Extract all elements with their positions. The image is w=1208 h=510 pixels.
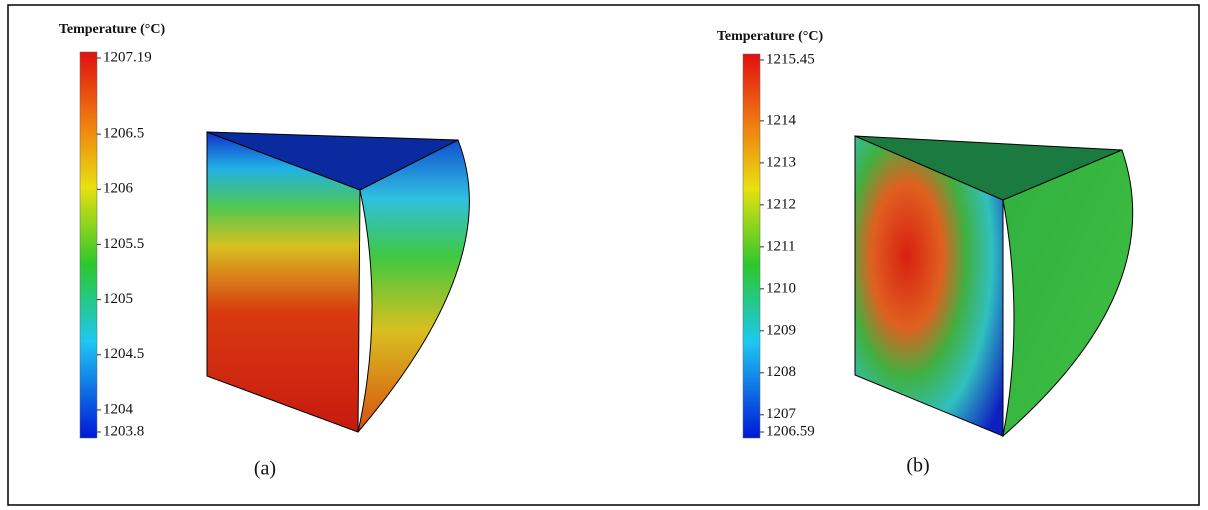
tick-label: 1204.5	[103, 346, 144, 362]
colorbar	[79, 51, 98, 439]
tick-label: 1206	[103, 181, 134, 197]
tick-label: 1210	[766, 280, 796, 296]
tick-label: 1207	[766, 406, 797, 422]
tick-label: 1211	[766, 238, 795, 254]
tick-label: 1214	[766, 112, 797, 128]
caption: (a)	[254, 458, 276, 480]
colorbar-title: Temperature (°C)	[717, 29, 824, 44]
block-side	[357, 139, 470, 433]
tick-label: 1209	[766, 322, 796, 338]
tick-label: 1206.5	[103, 126, 144, 142]
tick-label: 1205.5	[103, 236, 144, 252]
tick-label: 1212	[766, 196, 796, 212]
tick-label: 1204	[103, 401, 134, 417]
colorbar	[742, 53, 761, 439]
tick-label: 1208	[766, 364, 796, 380]
tick-label: 1205	[103, 291, 133, 307]
caption: (b)	[906, 455, 929, 477]
tick-label: 1213	[766, 154, 796, 170]
colorbar-title: Temperature (°C)	[59, 22, 166, 37]
tick-label: 1207.19	[103, 49, 152, 65]
tick-label: 1215.45	[766, 51, 815, 67]
tick-label: 1203.8	[103, 423, 144, 439]
block-side	[1002, 149, 1134, 438]
tick-label: 1206.59	[766, 423, 815, 439]
